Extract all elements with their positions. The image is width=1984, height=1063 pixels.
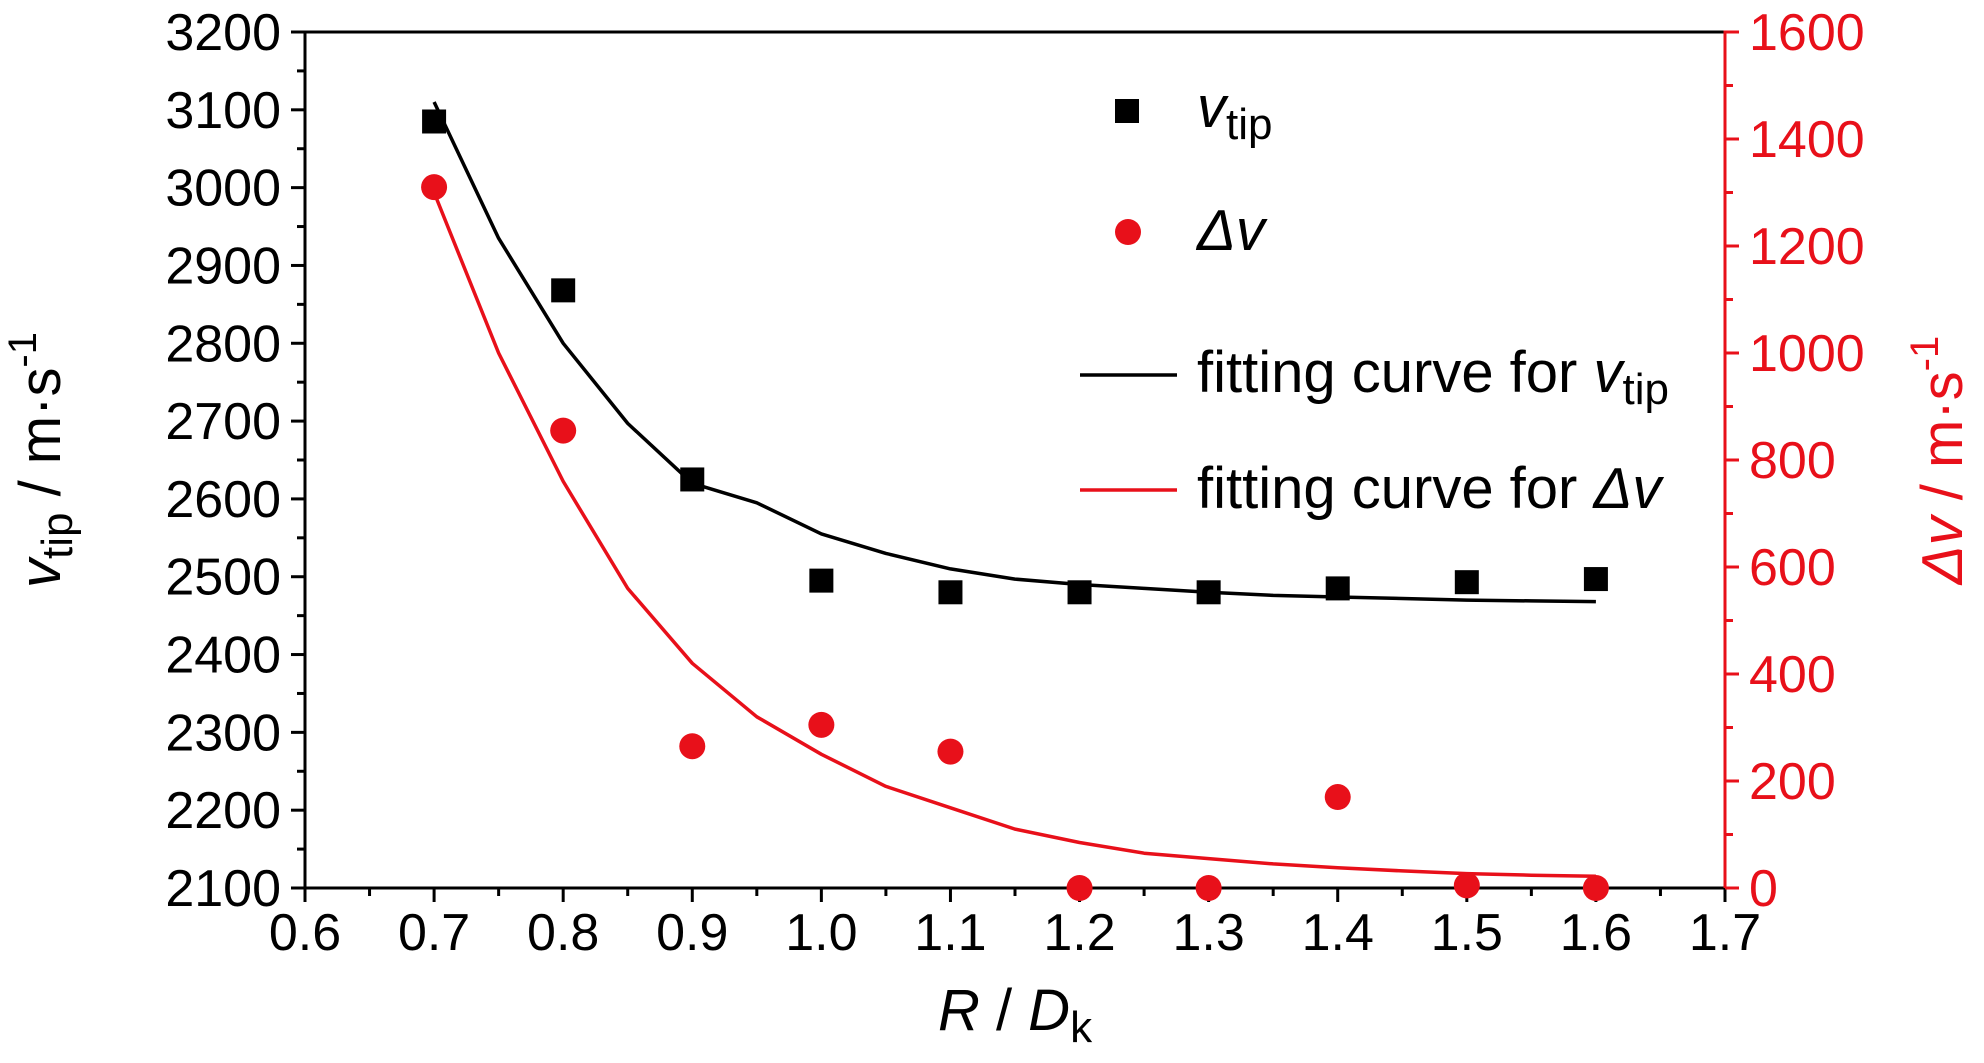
x-tick-label: 0.9 <box>656 904 728 962</box>
data-markers <box>421 109 1609 901</box>
y-right-title-sup: -1 <box>1903 336 1947 372</box>
legend-label-vtip: vtip <box>1197 75 1272 149</box>
vtip-point <box>1325 576 1350 601</box>
y-right-tick-label: 800 <box>1749 432 1836 490</box>
dv-point <box>679 733 706 760</box>
y-left-title-sup: -1 <box>1 332 45 368</box>
y-left-tick-label: 2100 <box>165 860 281 918</box>
y-left-tick-label: 2300 <box>165 704 281 762</box>
y-left-tick-label: 2600 <box>165 471 281 529</box>
vtip-point <box>551 278 576 303</box>
y-left-axis-ticks: 2100 2200 2300 2400 2500 2600 2700 2800 2900 3000… <box>165 4 305 918</box>
y-left-title-unit: / m·s <box>8 368 73 513</box>
dv-point <box>1195 875 1222 901</box>
vtip-point <box>1196 580 1221 605</box>
fit-curve-vtip <box>432 101 1596 604</box>
y-left-title-sub: tip <box>33 513 82 559</box>
legend-label-fit-vtip-sub: tip <box>1622 365 1668 414</box>
vtip-point <box>422 109 447 134</box>
y-right-tick-label: 200 <box>1749 753 1836 811</box>
dv-point <box>421 174 448 201</box>
x-axis-title-var: R <box>938 978 980 1043</box>
vtip-point <box>680 467 705 492</box>
vtip-point <box>1454 570 1479 595</box>
legend-label-fit-vtip: fitting curve for vtip <box>1197 340 1669 414</box>
legend-label-dv: Δv <box>1195 198 1268 263</box>
dv-point <box>1066 875 1093 901</box>
y-right-title-var: Δv <box>1910 513 1975 586</box>
x-tick-label: 1.1 <box>914 904 986 962</box>
x-tick-label: 1.4 <box>1302 904 1374 962</box>
fit-curve-dv <box>432 191 1596 878</box>
y-right-title-unit: / m·s <box>1910 371 1975 516</box>
legend-label-fit-vtip-pre: fitting curve for <box>1197 340 1593 405</box>
x-tick-label: 0.8 <box>527 904 599 962</box>
dv-point <box>937 738 964 765</box>
legend-label-fit-dv-var: Δv <box>1591 456 1664 521</box>
y-right-tick-label: 0 <box>1749 860 1778 918</box>
x-axis-title-var2: D <box>1028 978 1070 1043</box>
y-right-tick-label: 600 <box>1749 539 1836 597</box>
vtip-point <box>1583 567 1608 592</box>
y-left-tick-label: 2200 <box>165 782 281 840</box>
x-tick-label: 0.7 <box>398 904 470 962</box>
x-tick-label: 1.0 <box>785 904 857 962</box>
x-tick-label: 1.3 <box>1172 904 1244 962</box>
legend-label-fit-dv: fitting curve for Δv <box>1197 456 1664 521</box>
legend-marker-square <box>1115 99 1139 123</box>
dv-point <box>1453 872 1480 899</box>
y-left-tick-label: 3200 <box>165 4 281 62</box>
dv-point <box>1582 875 1609 901</box>
x-axis-title: R / Dk <box>938 978 1093 1052</box>
y-left-tick-label: 2800 <box>165 315 281 373</box>
x-tick-label: 1.6 <box>1560 904 1632 962</box>
x-tick-label: 1.5 <box>1431 904 1503 962</box>
x-axis-ticks: 0.6 0.7 0.8 0.9 1.0 1.1 1.2 1.3 1.4 1.5 1.6 1.7 <box>269 888 1761 962</box>
y-left-tick-label: 2500 <box>165 549 281 607</box>
vtip-point <box>1067 580 1092 605</box>
y-right-tick-label: 1200 <box>1749 218 1865 276</box>
dv-point <box>1324 784 1351 811</box>
vtip-point <box>938 580 963 605</box>
y-right-tick-label: 400 <box>1749 646 1836 704</box>
legend-label-dv-var: Δv <box>1195 198 1268 263</box>
x-tick-label: 1.7 <box>1689 904 1761 962</box>
legend-marker-circle <box>1115 219 1141 245</box>
y-left-tick-label: 2900 <box>165 237 281 295</box>
dv-point <box>808 711 835 738</box>
y-right-tick-label: 1600 <box>1749 4 1865 62</box>
legend-label-vtip-var: v <box>1197 75 1229 140</box>
x-tick-label: 1.2 <box>1043 904 1115 962</box>
fit-curves <box>432 101 1596 878</box>
y-right-tick-label: 1400 <box>1749 111 1865 169</box>
y-left-tick-label: 3000 <box>165 160 281 218</box>
legend: vtip Δv fitting curve for vtip fitting c… <box>1080 75 1669 521</box>
y-right-tick-label: 1000 <box>1749 325 1865 383</box>
x-tick-label: 0.6 <box>269 904 341 962</box>
dv-point <box>550 417 577 444</box>
y-left-tick-label: 3100 <box>165 82 281 140</box>
legend-label-fit-vtip-var: v <box>1593 340 1625 405</box>
y-right-axis-ticks: 0 200 400 600 800 1000 1200 1400 1600 <box>1725 4 1865 918</box>
y-right-axis-title: Δv / m·s-1 <box>1903 336 1975 586</box>
x-axis-title-sub: k <box>1070 1003 1093 1052</box>
x-axis-title-sep: / <box>980 978 1028 1043</box>
y-left-axis-title: vtip / m·s-1 <box>1 332 82 588</box>
legend-label-fit-dv-pre: fitting curve for <box>1197 456 1593 521</box>
y-left-tick-label: 2400 <box>165 627 281 685</box>
legend-label-vtip-sub: tip <box>1226 100 1272 149</box>
vtip-point <box>809 568 834 593</box>
y-left-tick-label: 2700 <box>165 393 281 451</box>
y-left-title-var: v <box>8 556 73 588</box>
